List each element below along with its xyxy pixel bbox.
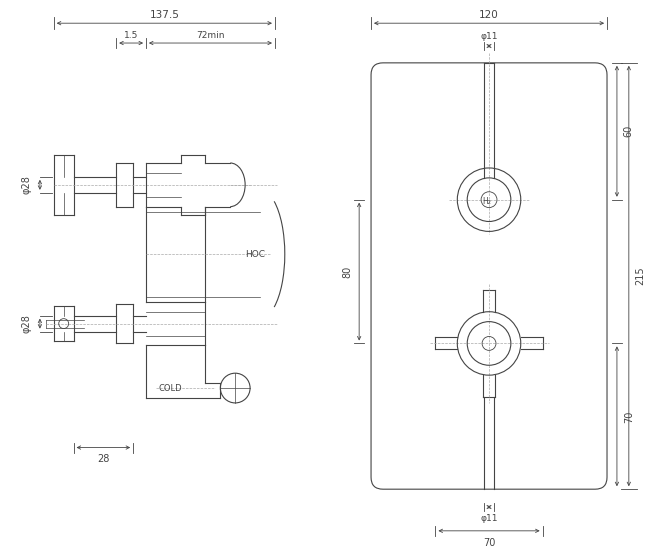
Text: φ28: φ28	[21, 175, 31, 194]
Text: 137.5: 137.5	[149, 10, 179, 20]
Text: 70: 70	[624, 410, 634, 422]
Text: COLD: COLD	[159, 383, 182, 393]
Text: 1.5: 1.5	[124, 31, 138, 40]
Text: 60: 60	[624, 125, 634, 138]
Text: H₂: H₂	[483, 197, 492, 206]
Text: 120: 120	[479, 10, 499, 20]
Text: 28: 28	[97, 454, 109, 464]
Text: 215: 215	[636, 267, 646, 285]
Text: 70: 70	[483, 538, 495, 548]
Text: 80: 80	[342, 266, 352, 278]
Text: φ28: φ28	[21, 314, 31, 333]
Text: HOC: HOC	[245, 250, 265, 258]
Text: φ11: φ11	[480, 514, 498, 524]
FancyBboxPatch shape	[371, 63, 607, 489]
Text: φ11: φ11	[480, 31, 498, 41]
Text: 72min: 72min	[196, 31, 225, 40]
